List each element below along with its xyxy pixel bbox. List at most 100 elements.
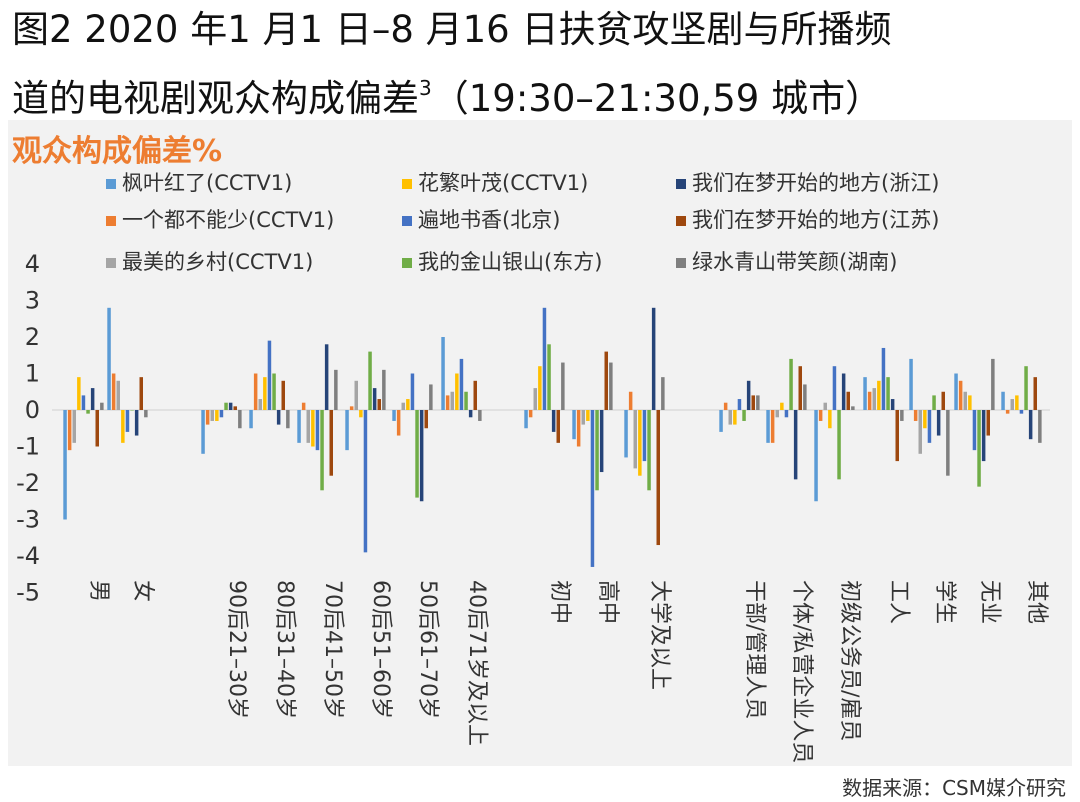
bar (780, 402, 784, 410)
x-category-label: 70后41–50岁 (320, 580, 345, 719)
x-category-label: 其他 (1024, 580, 1049, 624)
bar (586, 410, 590, 421)
x-category-label: 大学及以上 (647, 580, 672, 690)
legend-swatch (106, 216, 116, 226)
bar (359, 410, 363, 418)
bar (111, 373, 116, 410)
bar (1010, 399, 1014, 410)
bar (297, 410, 301, 443)
x-category-label: 60后51–60岁 (368, 580, 393, 719)
bar (63, 410, 67, 520)
bar (396, 410, 401, 436)
bar (841, 373, 846, 410)
bar (363, 410, 368, 553)
bar (751, 395, 755, 410)
x-category-label: 80后31–40岁 (272, 580, 297, 719)
bar (210, 410, 214, 421)
bar (286, 410, 290, 429)
bar (624, 410, 628, 458)
bar (349, 406, 354, 410)
bar (890, 399, 895, 410)
bar (918, 410, 922, 454)
bar (556, 410, 560, 443)
x-category-label: 无业 (977, 580, 1002, 624)
bar (647, 410, 651, 491)
bar (249, 410, 253, 429)
y-tick-label: -4 (16, 542, 40, 570)
legend-label: 我的金山银山(东方) (418, 250, 602, 274)
bar (429, 384, 433, 410)
bar (354, 380, 358, 410)
bar (86, 410, 90, 414)
bar (415, 410, 419, 498)
bar (595, 410, 599, 491)
bar (941, 391, 945, 410)
legend-swatch (402, 179, 412, 189)
bar (224, 402, 228, 410)
legend-label: 我们在梦开始的地方(江苏) (692, 208, 939, 232)
legend-swatch (106, 179, 116, 189)
chart-title: 观众构成偏差% (12, 134, 223, 169)
x-category-label: 90后21–30岁 (224, 580, 249, 719)
bar (872, 388, 876, 410)
bar (311, 410, 315, 447)
bar (464, 391, 468, 410)
chart-background (8, 120, 1072, 766)
bar (125, 410, 130, 432)
bar (770, 410, 775, 443)
bar (986, 410, 990, 436)
bar (814, 410, 818, 502)
bar (656, 410, 660, 546)
legend-swatch (676, 216, 686, 226)
bar (542, 307, 547, 410)
bar (590, 410, 595, 567)
bar (441, 337, 445, 410)
bar (746, 380, 751, 410)
bar (81, 395, 86, 410)
bar (272, 373, 276, 410)
bar (450, 391, 454, 410)
bar (851, 406, 855, 410)
bar (733, 410, 737, 425)
legend-label: 枫叶红了(CCTV1) (122, 171, 292, 195)
bar (927, 410, 932, 443)
bar (867, 391, 872, 410)
bar (837, 410, 841, 480)
y-axis: 4 3 2 1 0 -1 -2 -3 -4 -5 (16, 250, 1050, 607)
bar (742, 410, 746, 421)
x-category-label: 干部/管理人员 (742, 580, 767, 719)
page-title-line-2-suffix: （19:30–21:30,59 城市） (431, 77, 883, 120)
x-category-label: 个体/私营企业人员 (789, 580, 814, 763)
bar (267, 340, 272, 410)
legend-item: 一个都不能少(CCTV1) (106, 208, 334, 232)
bar (909, 358, 913, 410)
bar (784, 410, 789, 418)
y-tick-label: -1 (16, 433, 40, 461)
bar (377, 399, 381, 410)
y-tick-label: -2 (16, 469, 40, 497)
legend-label: 遍地书香(北京) (418, 208, 560, 232)
bar (823, 402, 827, 410)
page-title-line-2: 道的电视剧观众构成偏差3（19:30–21:30,59 城市） (12, 66, 882, 121)
bar (100, 402, 104, 410)
bar (572, 410, 576, 440)
x-category-label: 50后61–70岁 (415, 580, 440, 719)
page-title-line-2-main: 道的电视剧观众构成偏差 (12, 77, 419, 120)
bar (320, 410, 324, 491)
bar (756, 395, 760, 410)
legend-item: 花繁叶茂(CCTV1) (402, 171, 588, 195)
x-category-label: 学生 (932, 580, 957, 624)
y-tick-label: -3 (16, 506, 40, 534)
legend-label: 绿水青山带笑颜(湖南) (692, 250, 897, 274)
bar (424, 410, 428, 429)
bar (372, 388, 377, 410)
bar (368, 351, 372, 410)
bar (238, 410, 242, 429)
legend-item: 我们在梦开始的地方(浙江) (676, 171, 939, 195)
bar (651, 307, 656, 410)
bar (723, 402, 728, 410)
bar (334, 369, 338, 410)
bar (642, 410, 647, 462)
bar (1005, 410, 1010, 414)
y-tick-label: 2 (25, 323, 40, 351)
